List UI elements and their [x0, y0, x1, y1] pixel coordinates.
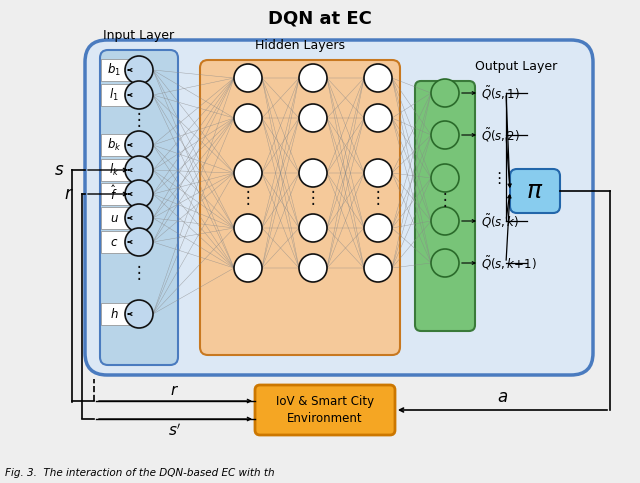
Text: $\tilde{Q}(s,k)$: $\tilde{Q}(s,k)$: [481, 213, 520, 230]
FancyBboxPatch shape: [200, 60, 400, 355]
Text: $l_1$: $l_1$: [109, 87, 119, 103]
Circle shape: [234, 159, 262, 187]
Text: $r$: $r$: [170, 383, 179, 398]
Circle shape: [299, 104, 327, 132]
Text: $\hat{f}$: $\hat{f}$: [110, 185, 118, 203]
Circle shape: [364, 254, 392, 282]
Text: DQN at EC: DQN at EC: [268, 10, 372, 28]
Circle shape: [431, 164, 459, 192]
Circle shape: [364, 159, 392, 187]
FancyBboxPatch shape: [415, 81, 475, 331]
Circle shape: [431, 207, 459, 235]
Circle shape: [125, 180, 153, 208]
Circle shape: [234, 104, 262, 132]
Circle shape: [125, 56, 153, 84]
Circle shape: [125, 156, 153, 184]
Circle shape: [364, 64, 392, 92]
Text: $\tilde{Q}(s,k{+}1)$: $\tilde{Q}(s,k{+}1)$: [481, 255, 537, 271]
Text: ⋮: ⋮: [305, 189, 321, 207]
Text: ⋮: ⋮: [131, 264, 147, 282]
Text: $\tilde{Q}(s,1)$: $\tilde{Q}(s,1)$: [481, 85, 520, 101]
Circle shape: [364, 104, 392, 132]
Text: Input Layer: Input Layer: [104, 29, 175, 42]
Text: ⋮: ⋮: [131, 111, 147, 129]
Bar: [101, 159, 131, 181]
Circle shape: [125, 204, 153, 232]
Circle shape: [125, 131, 153, 159]
Text: Environment: Environment: [287, 412, 363, 425]
Text: ⋮: ⋮: [370, 189, 387, 207]
Text: $\tilde{Q}(s,2)$: $\tilde{Q}(s,2)$: [481, 127, 520, 143]
Text: $u$: $u$: [109, 212, 118, 225]
Circle shape: [431, 249, 459, 277]
Text: $b_1$: $b_1$: [107, 62, 121, 78]
Circle shape: [431, 121, 459, 149]
Circle shape: [299, 159, 327, 187]
Bar: [101, 183, 131, 205]
Text: $l_k$: $l_k$: [109, 162, 119, 178]
Circle shape: [125, 300, 153, 328]
Bar: [101, 134, 131, 156]
Circle shape: [299, 64, 327, 92]
Text: ⋮: ⋮: [240, 189, 256, 207]
FancyBboxPatch shape: [85, 40, 593, 375]
Text: IoV & Smart City: IoV & Smart City: [276, 396, 374, 409]
Text: $b_k$: $b_k$: [107, 137, 121, 153]
Bar: [101, 207, 131, 229]
Circle shape: [125, 228, 153, 256]
Bar: [101, 59, 131, 81]
Text: $r$: $r$: [64, 185, 74, 203]
Text: $\pi$: $\pi$: [526, 179, 544, 203]
FancyBboxPatch shape: [255, 385, 395, 435]
Text: ⋮: ⋮: [492, 170, 507, 185]
Text: $h$: $h$: [109, 307, 118, 321]
FancyBboxPatch shape: [510, 169, 560, 213]
Text: $a$: $a$: [497, 388, 508, 406]
Text: $c$: $c$: [110, 236, 118, 248]
Circle shape: [234, 254, 262, 282]
Circle shape: [125, 81, 153, 109]
Circle shape: [299, 214, 327, 242]
Text: Output Layer: Output Layer: [475, 60, 557, 73]
Circle shape: [234, 214, 262, 242]
Circle shape: [234, 64, 262, 92]
Text: Fig. 3.  The interaction of the DQN-based EC with th: Fig. 3. The interaction of the DQN-based…: [5, 468, 275, 478]
Bar: [101, 84, 131, 106]
Circle shape: [299, 254, 327, 282]
FancyBboxPatch shape: [100, 50, 178, 365]
Bar: [101, 303, 131, 325]
Text: Hidden Layers: Hidden Layers: [255, 39, 345, 52]
Text: $s'$: $s'$: [168, 422, 181, 439]
Circle shape: [364, 214, 392, 242]
Circle shape: [431, 79, 459, 107]
Text: ⋮: ⋮: [436, 191, 453, 209]
Text: $s$: $s$: [54, 161, 64, 179]
Bar: [101, 231, 131, 253]
